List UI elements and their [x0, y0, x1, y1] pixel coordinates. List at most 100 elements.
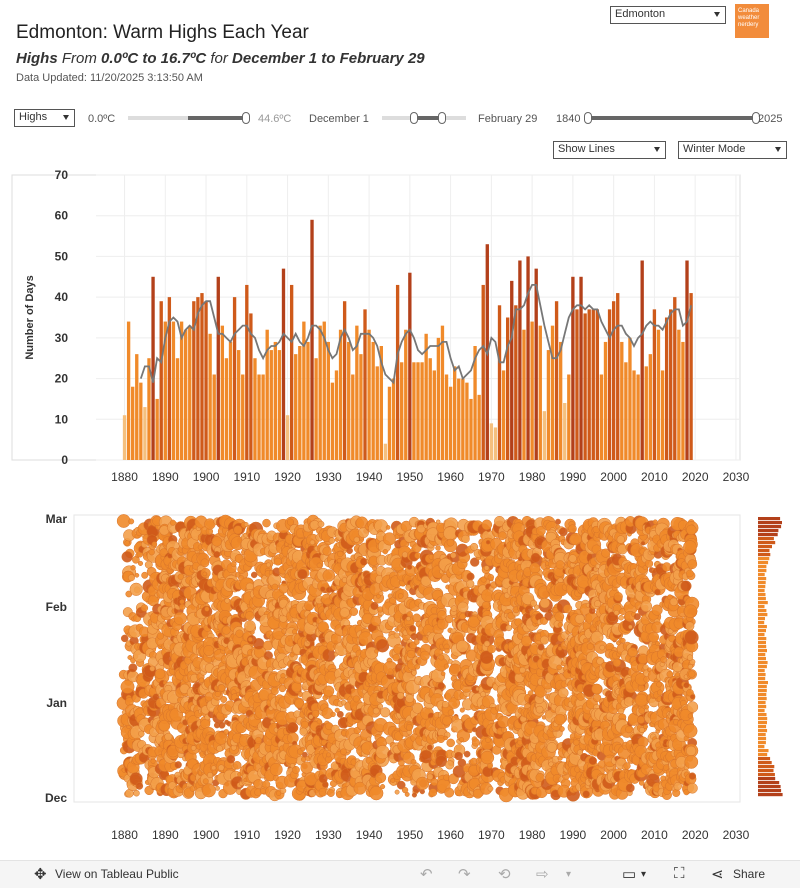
bar	[319, 326, 322, 460]
scatter-point	[312, 710, 319, 717]
bar	[294, 354, 297, 460]
scatter-point	[292, 629, 297, 634]
bar	[376, 366, 379, 460]
scatter-point	[337, 711, 343, 717]
date-max-label: February 29	[478, 113, 537, 125]
x-tick-label: 1890	[152, 470, 179, 484]
scatter-point	[394, 633, 399, 638]
bar	[518, 261, 521, 461]
bar	[363, 309, 366, 460]
x-tick-label: 1990	[560, 828, 587, 842]
scatter-point	[456, 640, 468, 652]
x-tick-label: 2000	[600, 470, 627, 484]
dashboard-title: Edmonton: Warm Highs Each Year	[16, 22, 309, 44]
bar	[579, 277, 582, 460]
scatter-point	[464, 751, 470, 757]
x-tick-label: 1910	[233, 828, 260, 842]
scatter-point	[397, 692, 404, 699]
scatter-point	[420, 651, 429, 660]
bar	[563, 403, 566, 460]
logo: Canada weather nerdery	[735, 4, 769, 38]
scatter-point	[443, 716, 452, 725]
scatter-point	[447, 539, 454, 546]
bar	[494, 427, 497, 460]
scatter-point	[298, 569, 308, 579]
bar	[184, 330, 187, 460]
scatter-point	[214, 551, 220, 557]
year-slider-start-handle[interactable]	[584, 112, 592, 124]
scatter-point	[437, 611, 446, 620]
temp-slider-handle[interactable]	[242, 112, 250, 124]
measure-select[interactable]: Highs	[14, 109, 75, 127]
date-slider-end-handle[interactable]	[438, 112, 446, 124]
bar	[188, 326, 191, 460]
mode-select[interactable]: Winter Mode	[678, 141, 787, 159]
scatter-point	[203, 779, 208, 784]
scatter-point	[271, 687, 278, 694]
bar	[653, 309, 656, 460]
bar	[270, 350, 273, 460]
bar	[274, 342, 277, 460]
scatter-point	[212, 537, 222, 547]
scatter-point	[412, 670, 417, 675]
bar	[441, 326, 444, 460]
scatter-point	[129, 664, 137, 672]
bar	[327, 342, 330, 460]
scatter-point	[407, 565, 412, 570]
scatter-point	[547, 742, 557, 752]
bar	[282, 269, 285, 460]
scatter-point	[488, 574, 494, 580]
bar	[245, 285, 248, 460]
city-select[interactable]: Edmonton	[610, 6, 726, 24]
scatter-point	[413, 614, 421, 622]
scatter-point	[375, 772, 386, 783]
y-tick-label: Feb	[46, 600, 67, 614]
date-slider-start-handle[interactable]	[410, 112, 418, 124]
bar	[665, 318, 668, 461]
scatter-point	[292, 682, 302, 692]
scatter-point	[139, 731, 145, 737]
scatter-point	[577, 693, 585, 701]
bar	[636, 375, 639, 461]
lines-select[interactable]: Show Lines	[553, 141, 666, 159]
scatter-point	[174, 612, 187, 625]
bar	[604, 342, 607, 460]
x-tick-label: 2020	[682, 828, 709, 842]
scatter-point	[536, 706, 543, 713]
scatter-point	[445, 761, 454, 770]
scatter-point	[589, 757, 597, 765]
scatter-point	[559, 528, 567, 536]
x-tick-label: 2030	[723, 470, 750, 484]
scatter-point	[201, 559, 209, 567]
scatter-point	[340, 749, 346, 755]
x-tick-label: 1940	[356, 828, 383, 842]
x-tick-label: 2010	[641, 828, 668, 842]
scatter-point	[287, 722, 298, 733]
scatter-point	[379, 591, 383, 595]
scatter-point	[203, 572, 207, 576]
scatter-point	[245, 611, 254, 620]
scatter-point	[442, 701, 449, 708]
x-tick-label: 1960	[437, 470, 464, 484]
scatter-point	[170, 520, 176, 526]
scatter-point	[459, 737, 463, 741]
bar	[530, 322, 533, 460]
x-tick-label: 1930	[315, 470, 342, 484]
bar	[596, 309, 599, 460]
scatter-point	[321, 639, 325, 643]
scatter-point	[248, 637, 252, 641]
bar	[539, 326, 542, 460]
x-tick-label: 1880	[111, 470, 138, 484]
scatter-point	[329, 538, 335, 544]
scatter-point	[367, 737, 371, 741]
bar	[628, 338, 631, 460]
bar	[123, 415, 126, 460]
scatter-point	[138, 561, 143, 566]
scatter-point	[402, 787, 408, 793]
x-tick-label: 1970	[478, 470, 505, 484]
scatter-point	[439, 655, 444, 660]
year-min-label: 1840	[556, 113, 580, 125]
bar	[347, 342, 350, 460]
